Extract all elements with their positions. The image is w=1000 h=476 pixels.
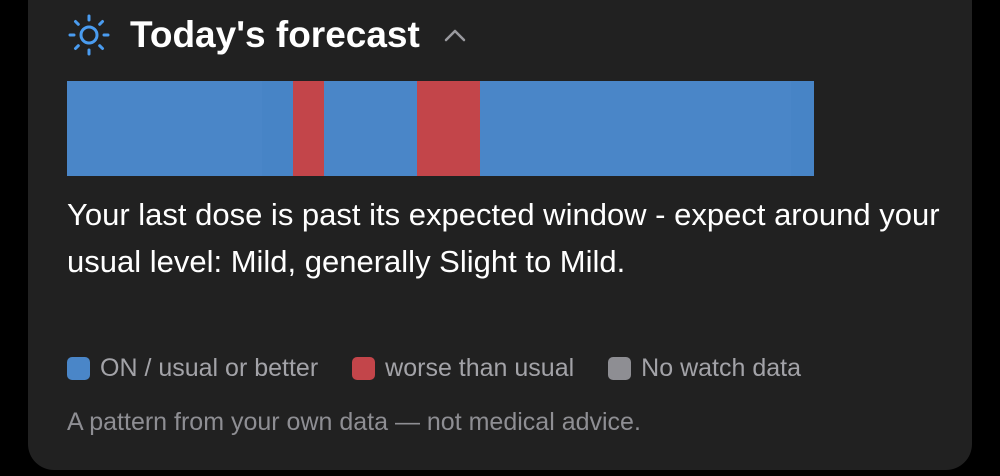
bar-segment (262, 81, 293, 176)
legend-label: No watch data (641, 353, 801, 382)
collapse-chevron[interactable] (440, 20, 480, 50)
bar-segment (479, 81, 791, 176)
legend-label: ON / usual or better (100, 353, 319, 382)
forecast-bar (67, 81, 814, 176)
legend-item: ON / usual or better (67, 352, 318, 384)
bar-segment (323, 81, 417, 176)
legend-label: worse than usual (385, 353, 575, 382)
legend-swatch (352, 356, 376, 380)
legend-item: worse than usual (352, 352, 574, 384)
legend-item: No watch data (608, 352, 801, 384)
bar-segment (67, 81, 262, 176)
header[interactable]: Today's forecast (66, 12, 480, 58)
sun-icon (68, 14, 110, 56)
bar-segment (416, 81, 480, 176)
forecast-message: Your last dose is past its expected wind… (67, 197, 940, 279)
bar-segment (790, 81, 814, 176)
legend-swatch (67, 356, 90, 380)
forecast-card (28, 0, 972, 470)
legend: ON / usual or better worse than usual No w… (67, 352, 835, 384)
bar-segment (292, 81, 324, 176)
title: Today's forecast (130, 14, 420, 55)
legend-swatch (608, 356, 632, 380)
disclaimer: A pattern from your own data — not medic… (67, 408, 641, 436)
